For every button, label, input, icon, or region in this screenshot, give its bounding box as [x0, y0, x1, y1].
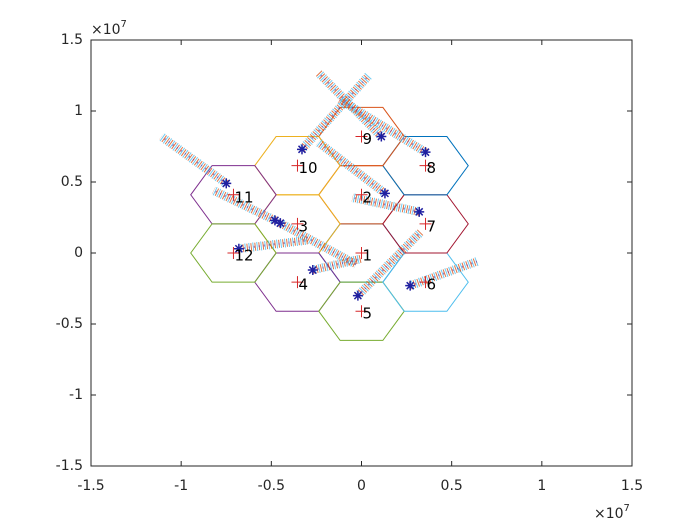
axis-multiplier: ×107: [91, 19, 127, 38]
user-start: [233, 243, 244, 254]
cell-center: [419, 159, 432, 172]
x-tick-label: -0.5: [258, 478, 285, 494]
cell-center: [355, 247, 368, 259]
trajectory: [211, 186, 277, 224]
y-tick-label: 1: [74, 103, 83, 119]
user-start: [296, 144, 307, 155]
trajectory: [278, 219, 359, 269]
multiplier-exponent: 7: [624, 503, 630, 514]
cell-label: 11: [234, 188, 253, 206]
cell-label: 2: [363, 188, 373, 206]
trajectory: [315, 69, 385, 140]
trajectory: [317, 141, 386, 195]
cell-label: 3: [298, 217, 308, 235]
user-start: [352, 290, 363, 301]
user-start: [269, 215, 280, 226]
cell-center: [419, 217, 432, 230]
trajectory: [337, 96, 428, 156]
cell-label: 1: [363, 247, 373, 265]
trajectory: [238, 235, 308, 254]
user-start: [275, 218, 286, 229]
user-start: [414, 206, 425, 217]
trajectory: [311, 254, 363, 274]
trajectory: [355, 228, 424, 299]
y-tick-label: -1: [69, 387, 83, 403]
cell-center: [355, 130, 368, 143]
trajectory: [160, 135, 227, 185]
user-start: [379, 188, 390, 199]
trajectory: [158, 132, 229, 188]
multiplier-base: ×10: [91, 22, 121, 38]
cell-label: 6: [427, 276, 437, 294]
y-tick-label: 0: [74, 245, 83, 261]
cell-center: [355, 188, 368, 201]
y-tick-label: -1.5: [56, 458, 83, 474]
trajectory: [298, 72, 373, 153]
cell-center: [291, 159, 304, 172]
cell-center: [355, 305, 368, 318]
plot-frame: [90, 39, 633, 467]
cell-hexagon: [190, 223, 277, 283]
cell-label: 5: [363, 305, 373, 323]
x-tick-label: -1.5: [77, 478, 104, 494]
user-start: [405, 280, 416, 291]
cell-label: 8: [427, 159, 437, 177]
y-tick-label: 1.5: [61, 32, 83, 48]
cell-label: 9: [363, 130, 373, 148]
user-start: [307, 265, 318, 276]
cell-center: [227, 247, 240, 259]
cell-center: [227, 188, 240, 201]
user-start: [221, 178, 232, 189]
trajectory: [315, 69, 385, 140]
cell-label: 12: [234, 247, 253, 265]
x-tick-label: -1: [174, 478, 188, 494]
y-tick-label: 0.5: [61, 174, 83, 190]
cell-label: 4: [298, 276, 308, 294]
multiplier-exponent: 7: [121, 19, 127, 30]
trajectory: [351, 193, 421, 216]
trajectory: [351, 193, 421, 217]
multiplier-base: ×10: [594, 506, 624, 522]
x-tick-label: 1: [537, 478, 546, 494]
x-tick-label: 0.5: [441, 478, 463, 494]
y-tick-label: -0.5: [56, 316, 83, 332]
user-start: [376, 131, 387, 142]
cell-label: 10: [298, 159, 317, 177]
trajectory: [339, 98, 427, 154]
trajectory: [211, 186, 277, 225]
cell-label: 7: [427, 217, 437, 235]
user-start: [420, 147, 431, 158]
x-tick-label: 1.5: [621, 478, 643, 494]
x-tick-label: 0: [357, 478, 366, 494]
axis-multiplier: ×107: [594, 503, 630, 522]
cell-center: [291, 276, 304, 289]
trajectory: [409, 260, 478, 287]
cell-center: [291, 217, 304, 230]
trajectory: [299, 72, 372, 153]
trajectory: [354, 228, 425, 299]
cell-center: [419, 276, 432, 289]
